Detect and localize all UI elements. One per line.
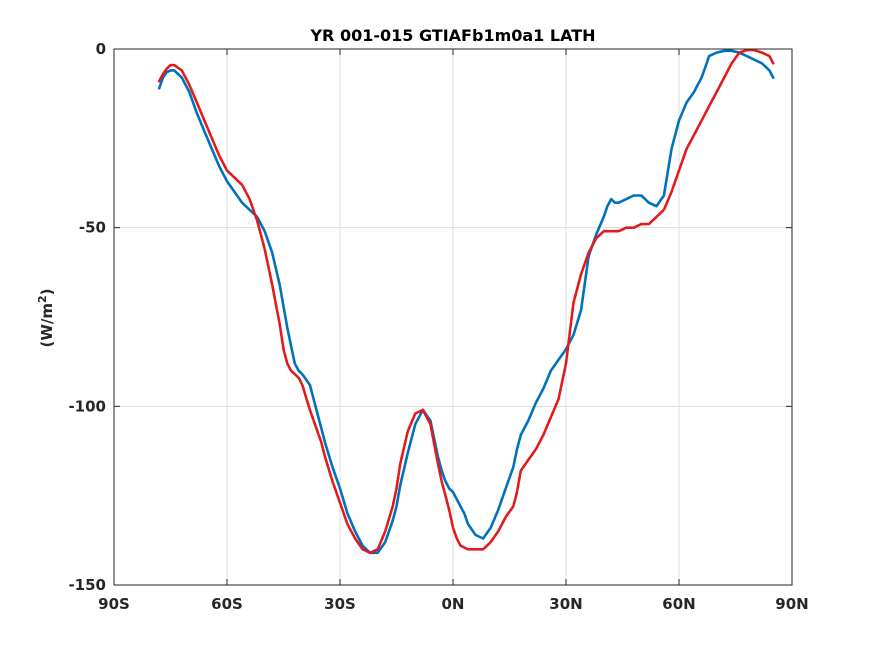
x-tick-label: 60S bbox=[211, 595, 243, 613]
y-tick-label: 0 bbox=[96, 40, 106, 58]
y-tick-label: -100 bbox=[68, 397, 106, 415]
axis-labels: 90S 60S 30S 0N 30N 60N 90N 0 -50 -100 -150 bbox=[68, 40, 808, 613]
series-line-1 bbox=[157, 49, 775, 555]
chart-title: YR 001-015 GTIAFb1m0a1 LATH bbox=[309, 26, 595, 45]
y-axis-label: (W/m2) bbox=[36, 288, 57, 347]
axis-ticks bbox=[113, 48, 793, 586]
x-tick-label: 90S bbox=[98, 595, 130, 613]
x-tick-label: 30N bbox=[549, 595, 582, 613]
x-tick-label: 90N bbox=[775, 595, 808, 613]
y-tick-label: -150 bbox=[68, 576, 106, 594]
x-tick-label: 30S bbox=[324, 595, 356, 613]
plot-area bbox=[157, 48, 775, 555]
x-tick-label: 60N bbox=[662, 595, 695, 613]
series-line-2 bbox=[157, 48, 775, 555]
y-tick-label: -50 bbox=[79, 219, 106, 237]
y-axis-label-superscript: 2 bbox=[36, 295, 49, 303]
x-tick-label: 0N bbox=[442, 595, 465, 613]
